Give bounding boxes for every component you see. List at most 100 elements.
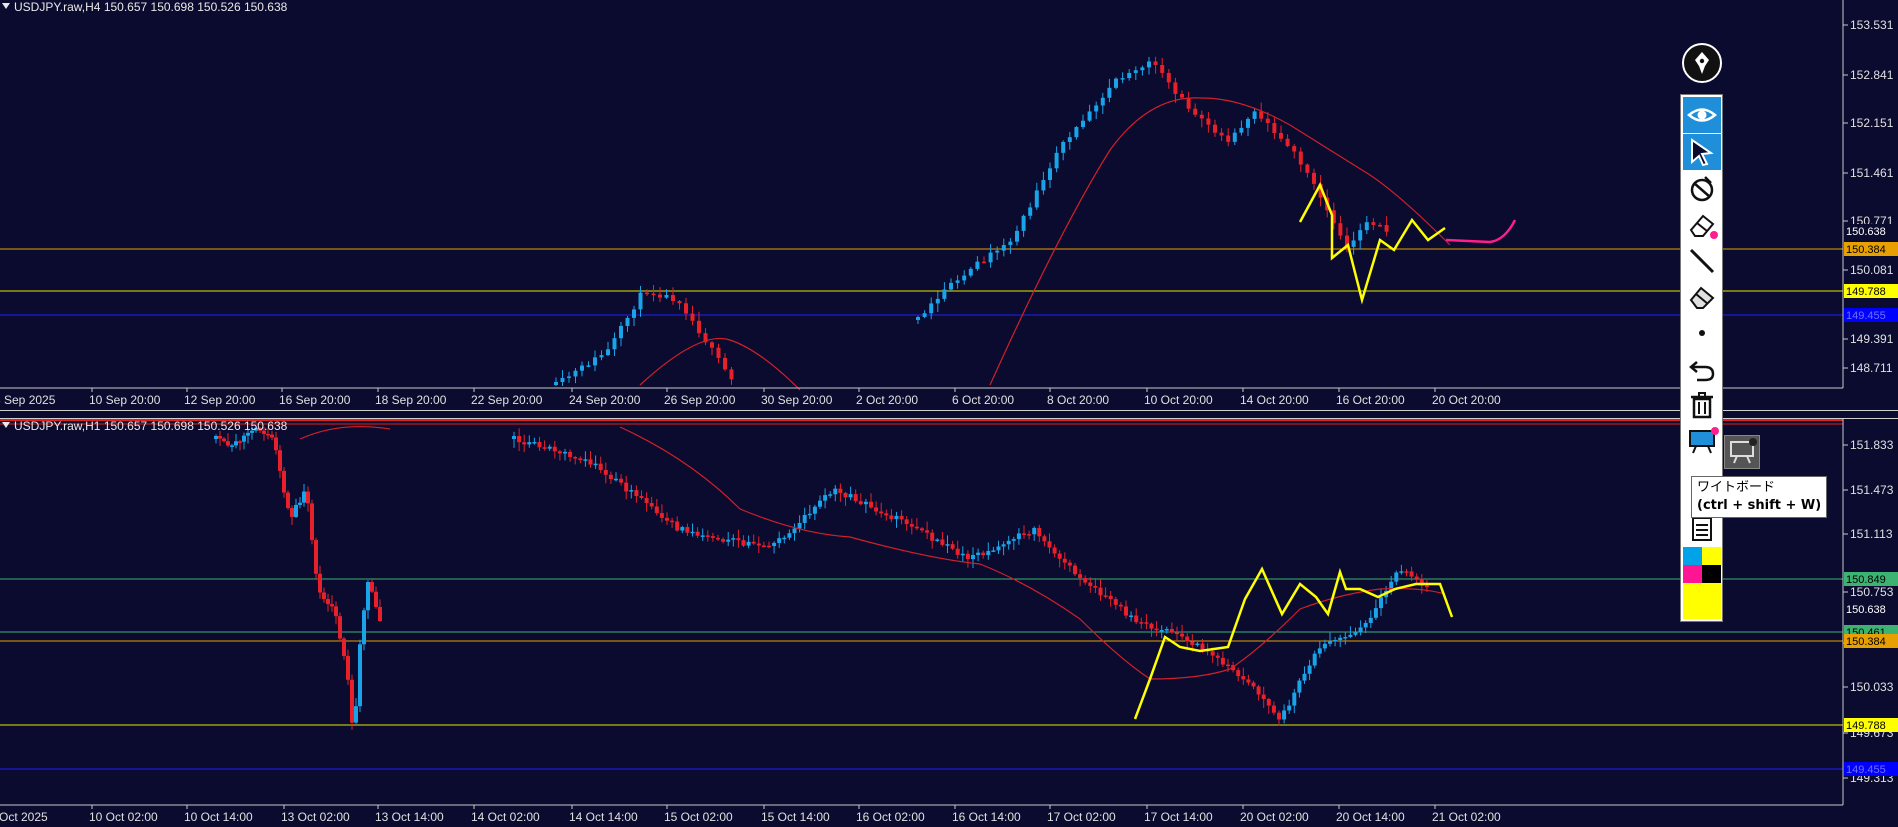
eye-icon	[1687, 108, 1717, 122]
pen-logo-button[interactable]	[1682, 43, 1722, 83]
whiteboard-button[interactable]	[1683, 423, 1721, 459]
candle-body	[606, 349, 610, 356]
candle-body	[945, 544, 950, 546]
candle-body	[884, 513, 889, 516]
delete-all-button[interactable]	[1683, 387, 1721, 423]
candle-body	[996, 546, 1001, 551]
time-tick-label: 2 Oct 20:00	[856, 393, 918, 407]
candle-body	[1108, 595, 1113, 600]
candle-body	[1272, 123, 1277, 134]
candle-body	[772, 542, 777, 547]
dot-size-button[interactable]	[1683, 315, 1721, 351]
candle-body	[1186, 97, 1191, 109]
candle-body	[1118, 604, 1123, 607]
candle-body	[1424, 585, 1429, 588]
eraser-alt-button[interactable]	[1683, 279, 1721, 315]
candle-body	[746, 541, 751, 546]
candle-body	[1032, 527, 1037, 535]
candle-body	[690, 313, 695, 321]
candle-body	[1107, 87, 1112, 98]
candle-body	[1028, 207, 1033, 216]
candle-body	[1345, 235, 1349, 247]
candle-body	[787, 533, 792, 538]
h1-chart-pane[interactable]: 150.849150.638150.461150.384149.788149.4…	[0, 419, 1898, 827]
candle-body	[716, 347, 721, 358]
color-swatch-magenta[interactable]	[1683, 565, 1702, 583]
candle-body	[298, 502, 302, 505]
drawing-toolbar	[1680, 94, 1723, 622]
candle-body	[1292, 692, 1297, 706]
candle-body	[761, 545, 766, 548]
candle-body	[1317, 648, 1322, 654]
candle-body	[619, 478, 624, 483]
candle-body	[338, 616, 342, 639]
level-price-label: 149.455	[1846, 764, 1886, 776]
candle-body	[920, 528, 924, 531]
candle-body	[1139, 622, 1144, 624]
undo-button[interactable]	[1683, 351, 1721, 387]
candle-body	[899, 515, 904, 520]
level-price-label-bg	[1844, 634, 1898, 648]
h1-chart-canvas[interactable]: 150.849150.638150.461150.384149.788149.4…	[0, 419, 1898, 827]
candle-body	[1154, 628, 1159, 631]
candle-body	[282, 470, 286, 493]
eraser-button[interactable]	[1683, 207, 1721, 243]
collapse-triangle-icon[interactable]	[2, 3, 10, 9]
candle-body	[250, 430, 254, 433]
color-swatch-cyan[interactable]	[1683, 547, 1702, 565]
candle-body	[1011, 539, 1016, 541]
candle-body	[703, 333, 708, 343]
price-tick-label: 151.473	[1850, 483, 1894, 497]
candle-body	[580, 365, 584, 371]
candle-body	[645, 292, 649, 295]
current-price-label-bg	[1844, 602, 1898, 616]
candle-body	[517, 436, 522, 443]
candle-body	[614, 478, 618, 481]
candle-body	[1338, 637, 1343, 640]
candle-body	[962, 275, 967, 281]
trash-icon	[1691, 392, 1713, 419]
candle-body	[1153, 61, 1158, 65]
collapse-triangle-icon[interactable]	[2, 422, 10, 428]
no-draw-button[interactable]	[1683, 171, 1721, 207]
candle-body	[965, 553, 970, 560]
pane-separator[interactable]	[0, 410, 1898, 419]
candle-body	[226, 441, 230, 446]
candle-body	[258, 427, 262, 431]
candle-body	[1219, 132, 1224, 136]
candle-body	[1133, 70, 1138, 73]
candle-body	[214, 436, 218, 439]
color-swatch-yellow[interactable]	[1702, 547, 1721, 565]
candle-body	[1389, 581, 1394, 591]
cursor-button[interactable]	[1683, 134, 1721, 170]
candle-body	[547, 446, 552, 449]
price-tick-label: 151.461	[1850, 166, 1894, 180]
candle-body	[1241, 676, 1246, 680]
candle-body	[812, 506, 817, 514]
candle-body	[557, 451, 562, 454]
line-tool-button[interactable]	[1683, 243, 1721, 279]
candle-body	[278, 450, 282, 471]
candle-body	[988, 252, 993, 263]
candle-body	[914, 526, 919, 529]
candle-body	[1098, 587, 1103, 596]
eraser-icon	[1689, 214, 1715, 237]
h4-chart-title: USDJPY.raw,H4 150.657 150.698 150.526 15…	[2, 0, 287, 14]
selected-color-swatch[interactable]	[1683, 583, 1721, 619]
color-swatch-black[interactable]	[1702, 565, 1721, 583]
whiteboard-tooltip: ワイトボード (ctrl + shift + W)	[1691, 476, 1828, 518]
candle-body	[671, 295, 675, 302]
candle-body	[1087, 111, 1092, 121]
candle-body	[853, 494, 858, 502]
show-hide-button[interactable]	[1683, 97, 1721, 133]
document-button[interactable]	[1683, 511, 1721, 547]
h4-chart-canvas[interactable]: 150.638 150.384 149.788 149.455 153.531 152.8…	[0, 0, 1898, 410]
color-palette[interactable]	[1683, 547, 1721, 619]
candle-body	[302, 491, 306, 503]
h4-chart-pane[interactable]: 150.638 150.384 149.788 149.455 153.531 152.8…	[0, 0, 1898, 410]
candle-body	[1088, 582, 1093, 586]
candle-body	[1226, 664, 1230, 667]
candle-body	[294, 504, 298, 517]
candle-body	[254, 427, 258, 431]
whiteboard-side-button[interactable]	[1724, 435, 1760, 469]
